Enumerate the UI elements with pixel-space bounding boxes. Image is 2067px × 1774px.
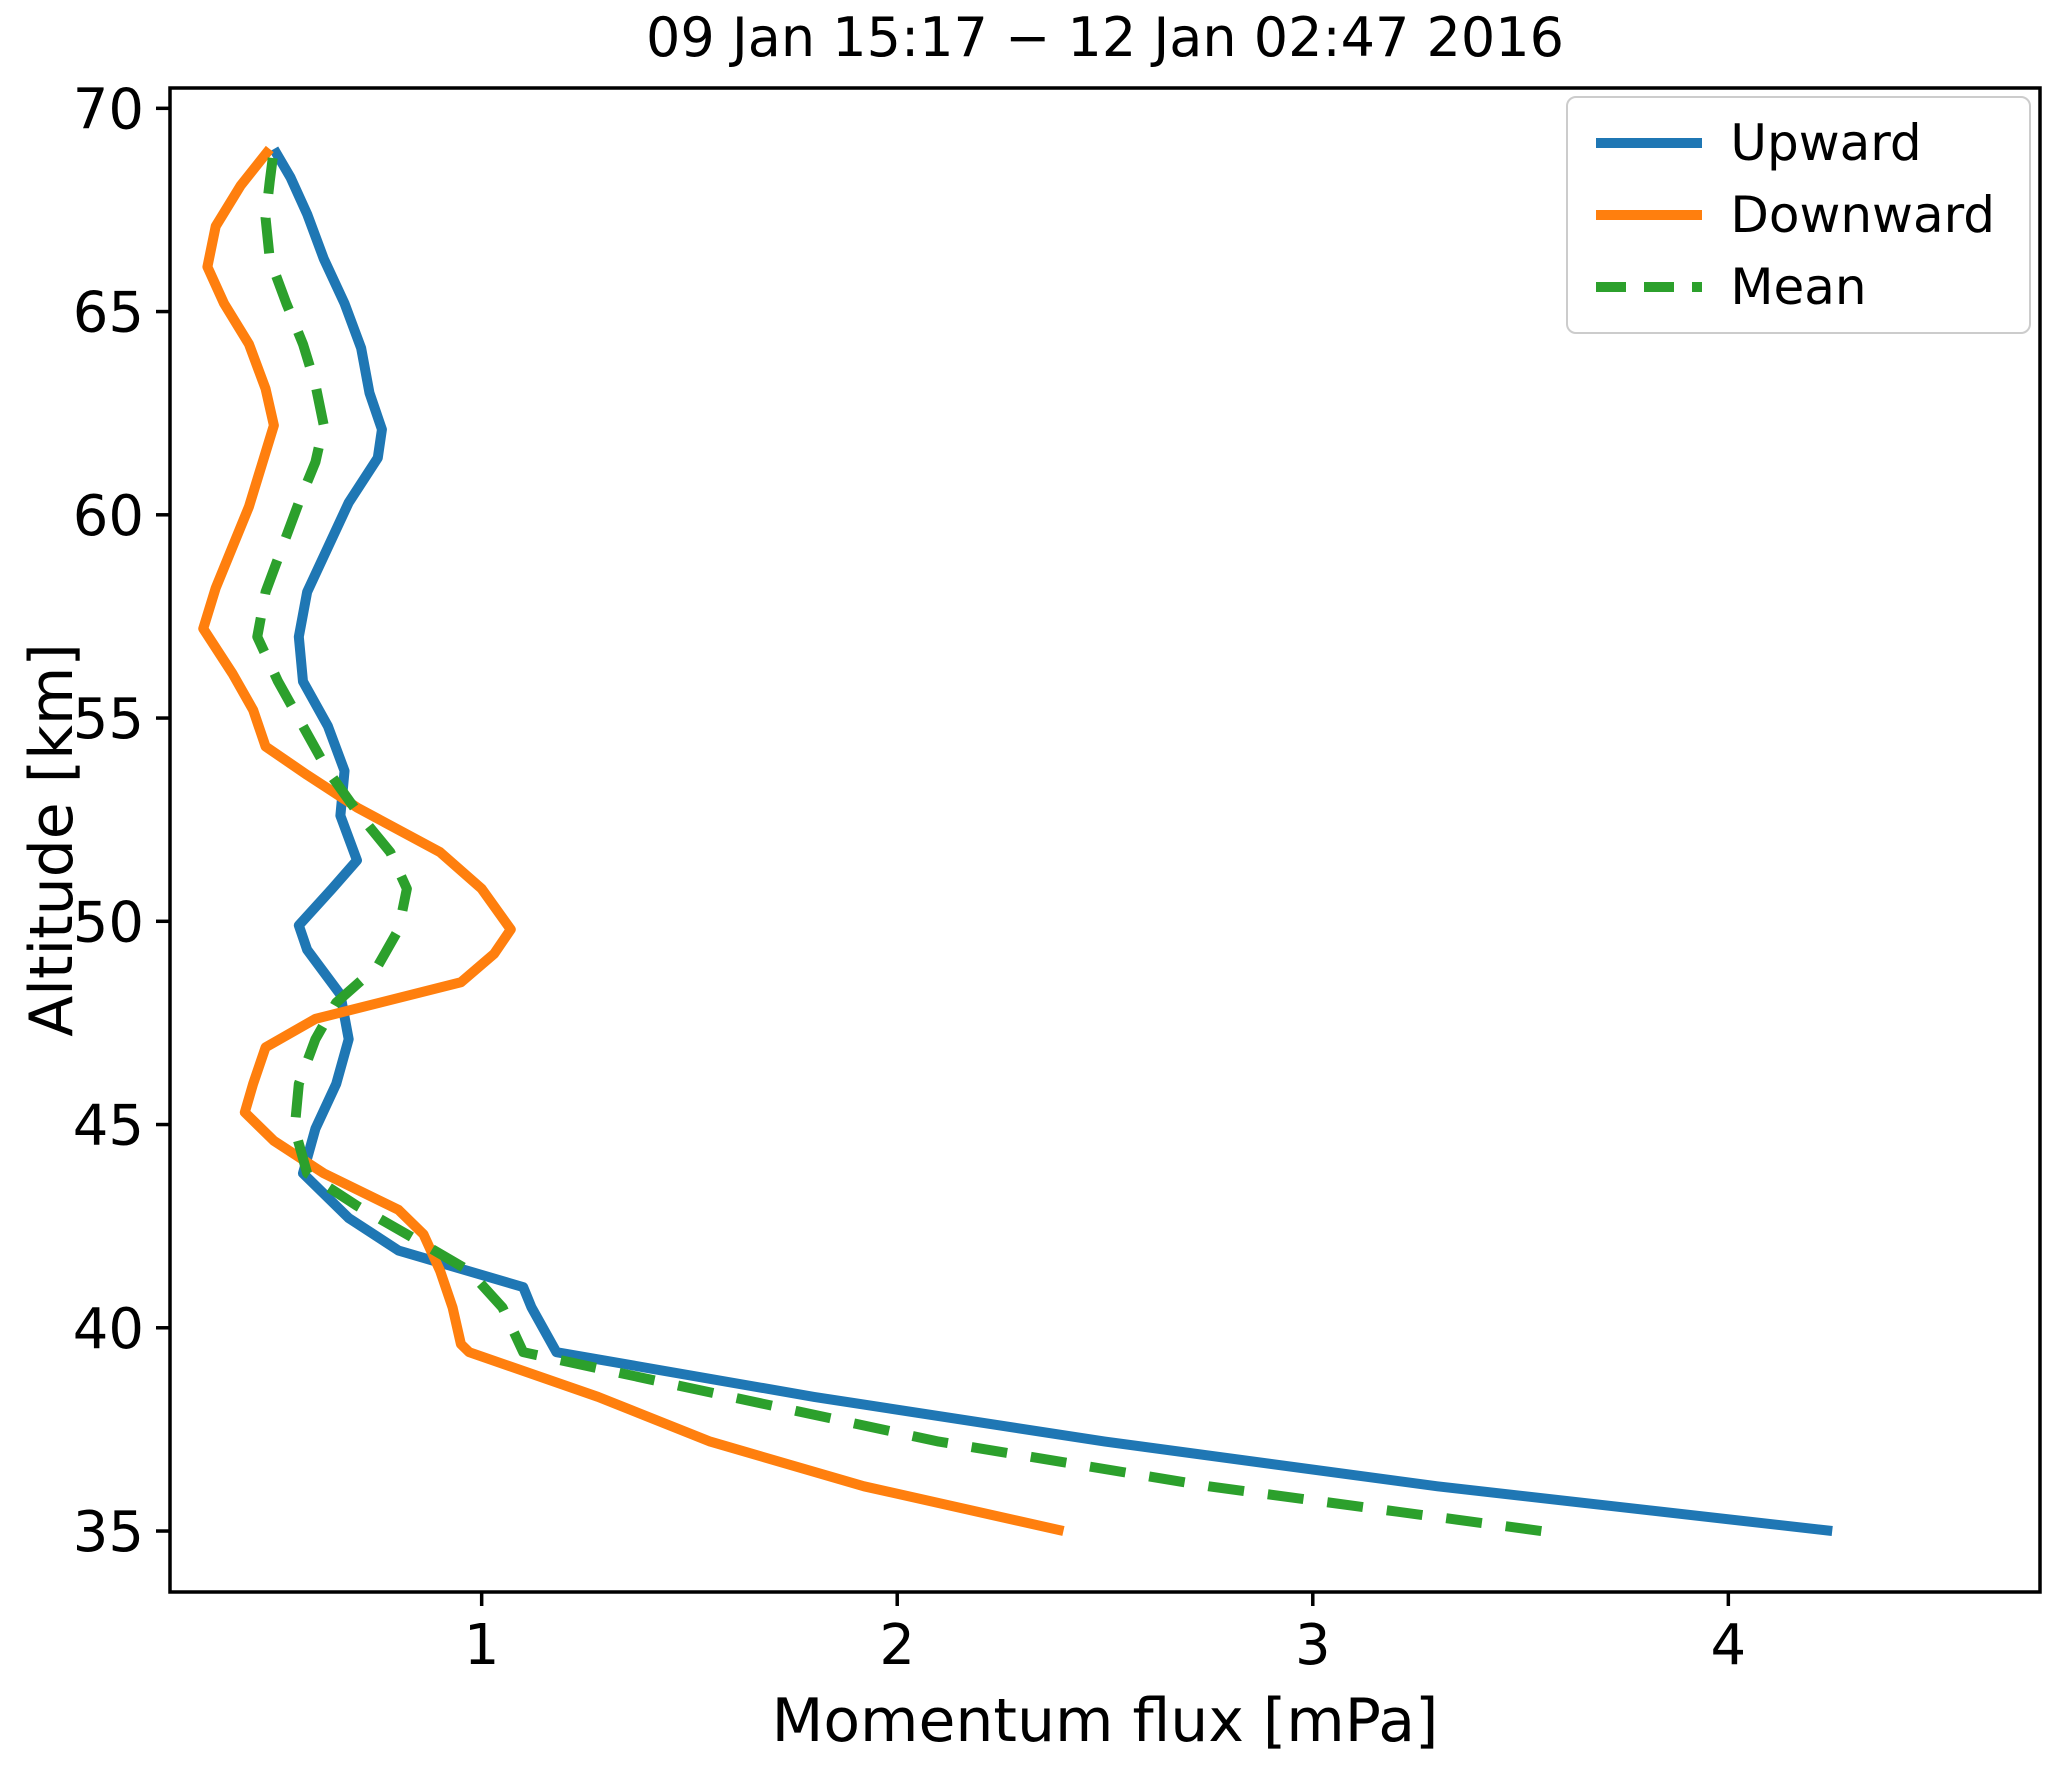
legend-line-swatch	[1596, 138, 1703, 148]
legend-entry-mean: Mean	[1594, 262, 1995, 312]
chart-title: 09 Jan 15:17 − 12 Jan 02:47 2016	[646, 6, 1564, 69]
legend-line-swatch	[1596, 210, 1703, 220]
y-tick-label: 60	[73, 484, 144, 549]
y-tick-label: 45	[73, 1094, 144, 1159]
series-line-downward	[198, 145, 1065, 1536]
series-line-upward	[269, 146, 1833, 1536]
axes-frame	[168, 86, 2042, 1594]
x-axis-label: Momentum flux [mPa]	[771, 1686, 1439, 1756]
series-line-mean	[252, 148, 1542, 1536]
y-tick-label: 70	[73, 77, 144, 142]
x-tick-label: 3	[1295, 1613, 1331, 1678]
x-tick-label: 1	[464, 1613, 500, 1678]
y-axis-label: Altitude [km]	[17, 643, 87, 1037]
y-tick-label: 65	[73, 281, 144, 346]
legend-label: Downward	[1730, 186, 1995, 244]
y-tick-label: 35	[73, 1500, 144, 1565]
legend-label: Mean	[1730, 258, 1867, 316]
y-tick-label: 50	[73, 890, 144, 955]
y-tick-label: 40	[73, 1297, 144, 1362]
legend: Upward Downward Mean	[1566, 96, 2031, 334]
x-tick-label: 4	[1711, 1613, 1747, 1678]
legend-line-swatch	[1596, 282, 1703, 292]
x-tick-label: 2	[879, 1613, 915, 1678]
legend-label: Upward	[1730, 114, 1922, 172]
legend-entry-upward: Upward	[1594, 118, 1995, 168]
y-tick-label: 55	[73, 687, 144, 752]
legend-entry-downward: Downward	[1594, 190, 1995, 240]
